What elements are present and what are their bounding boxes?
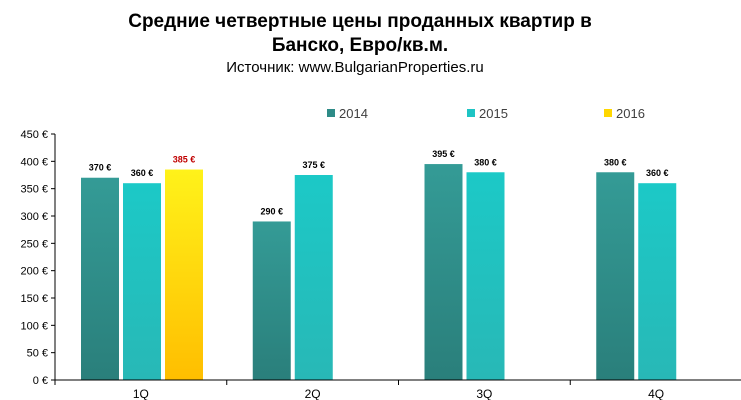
bar-4Q-2015 xyxy=(638,183,677,380)
data-label-2Q-2015: 375 € xyxy=(302,160,325,170)
legend-swatch-2014 xyxy=(327,109,335,117)
legend: 2014 2015 2016 xyxy=(327,106,645,121)
legend-swatch-2015 xyxy=(467,109,475,117)
data-label-1Q-2016: 385 € xyxy=(173,155,196,165)
bar-3Q-2014 xyxy=(424,164,463,380)
bar-1Q-2015 xyxy=(123,183,161,380)
data-label-4Q-2014: 380 € xyxy=(604,157,627,167)
y-tick-label: 100 € xyxy=(20,320,48,332)
chart-title-line1: Средние четвертные цены проданных кварти… xyxy=(128,11,592,32)
bar-2Q-2015 xyxy=(294,175,333,380)
x-category-label: 3Q xyxy=(476,387,492,400)
legend-label-2014: 2014 xyxy=(339,106,368,121)
data-label-3Q-2015: 380 € xyxy=(474,157,497,167)
y-tick-label: 50 € xyxy=(27,348,48,360)
bars: 370 € 360 € 385 € 290 € 375 € 395 € 380 € 380 €… xyxy=(81,149,677,380)
x-category-label: 1Q xyxy=(133,387,149,400)
bar-1Q-2016 xyxy=(165,169,203,380)
y-tick-label: 200 € xyxy=(20,266,48,278)
bar-4Q-2014 xyxy=(596,172,635,380)
legend-swatch-2016 xyxy=(604,109,612,117)
bar-2Q-2014 xyxy=(252,221,291,380)
y-tick-label: 0 € xyxy=(33,375,48,387)
chart-subtitle: Источник: www.BulgarianProperties.ru xyxy=(226,59,483,76)
y-tick-label: 400 € xyxy=(20,156,48,168)
bar-3Q-2015 xyxy=(466,172,505,380)
y-tick-label: 350 € xyxy=(20,184,48,196)
bar-1Q-2014 xyxy=(81,177,119,380)
chart-title-line2: Банско, Евро/кв.м. xyxy=(272,35,448,56)
data-label-1Q-2014: 370 € xyxy=(89,163,112,173)
data-label-4Q-2015: 360 € xyxy=(646,168,669,178)
data-label-3Q-2014: 395 € xyxy=(432,149,455,159)
data-label-2Q-2014: 290 € xyxy=(260,206,283,216)
data-label-1Q-2015: 360 € xyxy=(131,168,154,178)
legend-label-2015: 2015 xyxy=(479,106,508,121)
y-tick-label: 150 € xyxy=(20,293,48,305)
x-category-label: 2Q xyxy=(305,387,321,400)
y-tick-label: 300 € xyxy=(20,211,48,223)
y-tick-label: 250 € xyxy=(20,238,48,250)
legend-label-2016: 2016 xyxy=(616,106,645,121)
y-tick-label: 450 € xyxy=(20,129,48,141)
x-axis: 1Q 2Q 3Q 4Q xyxy=(54,379,741,400)
x-category-label: 4Q xyxy=(648,387,664,400)
y-axis: 0 € 50 € 100 € 150 € 200 € 250 € 300 € 350 € 400… xyxy=(20,129,56,387)
